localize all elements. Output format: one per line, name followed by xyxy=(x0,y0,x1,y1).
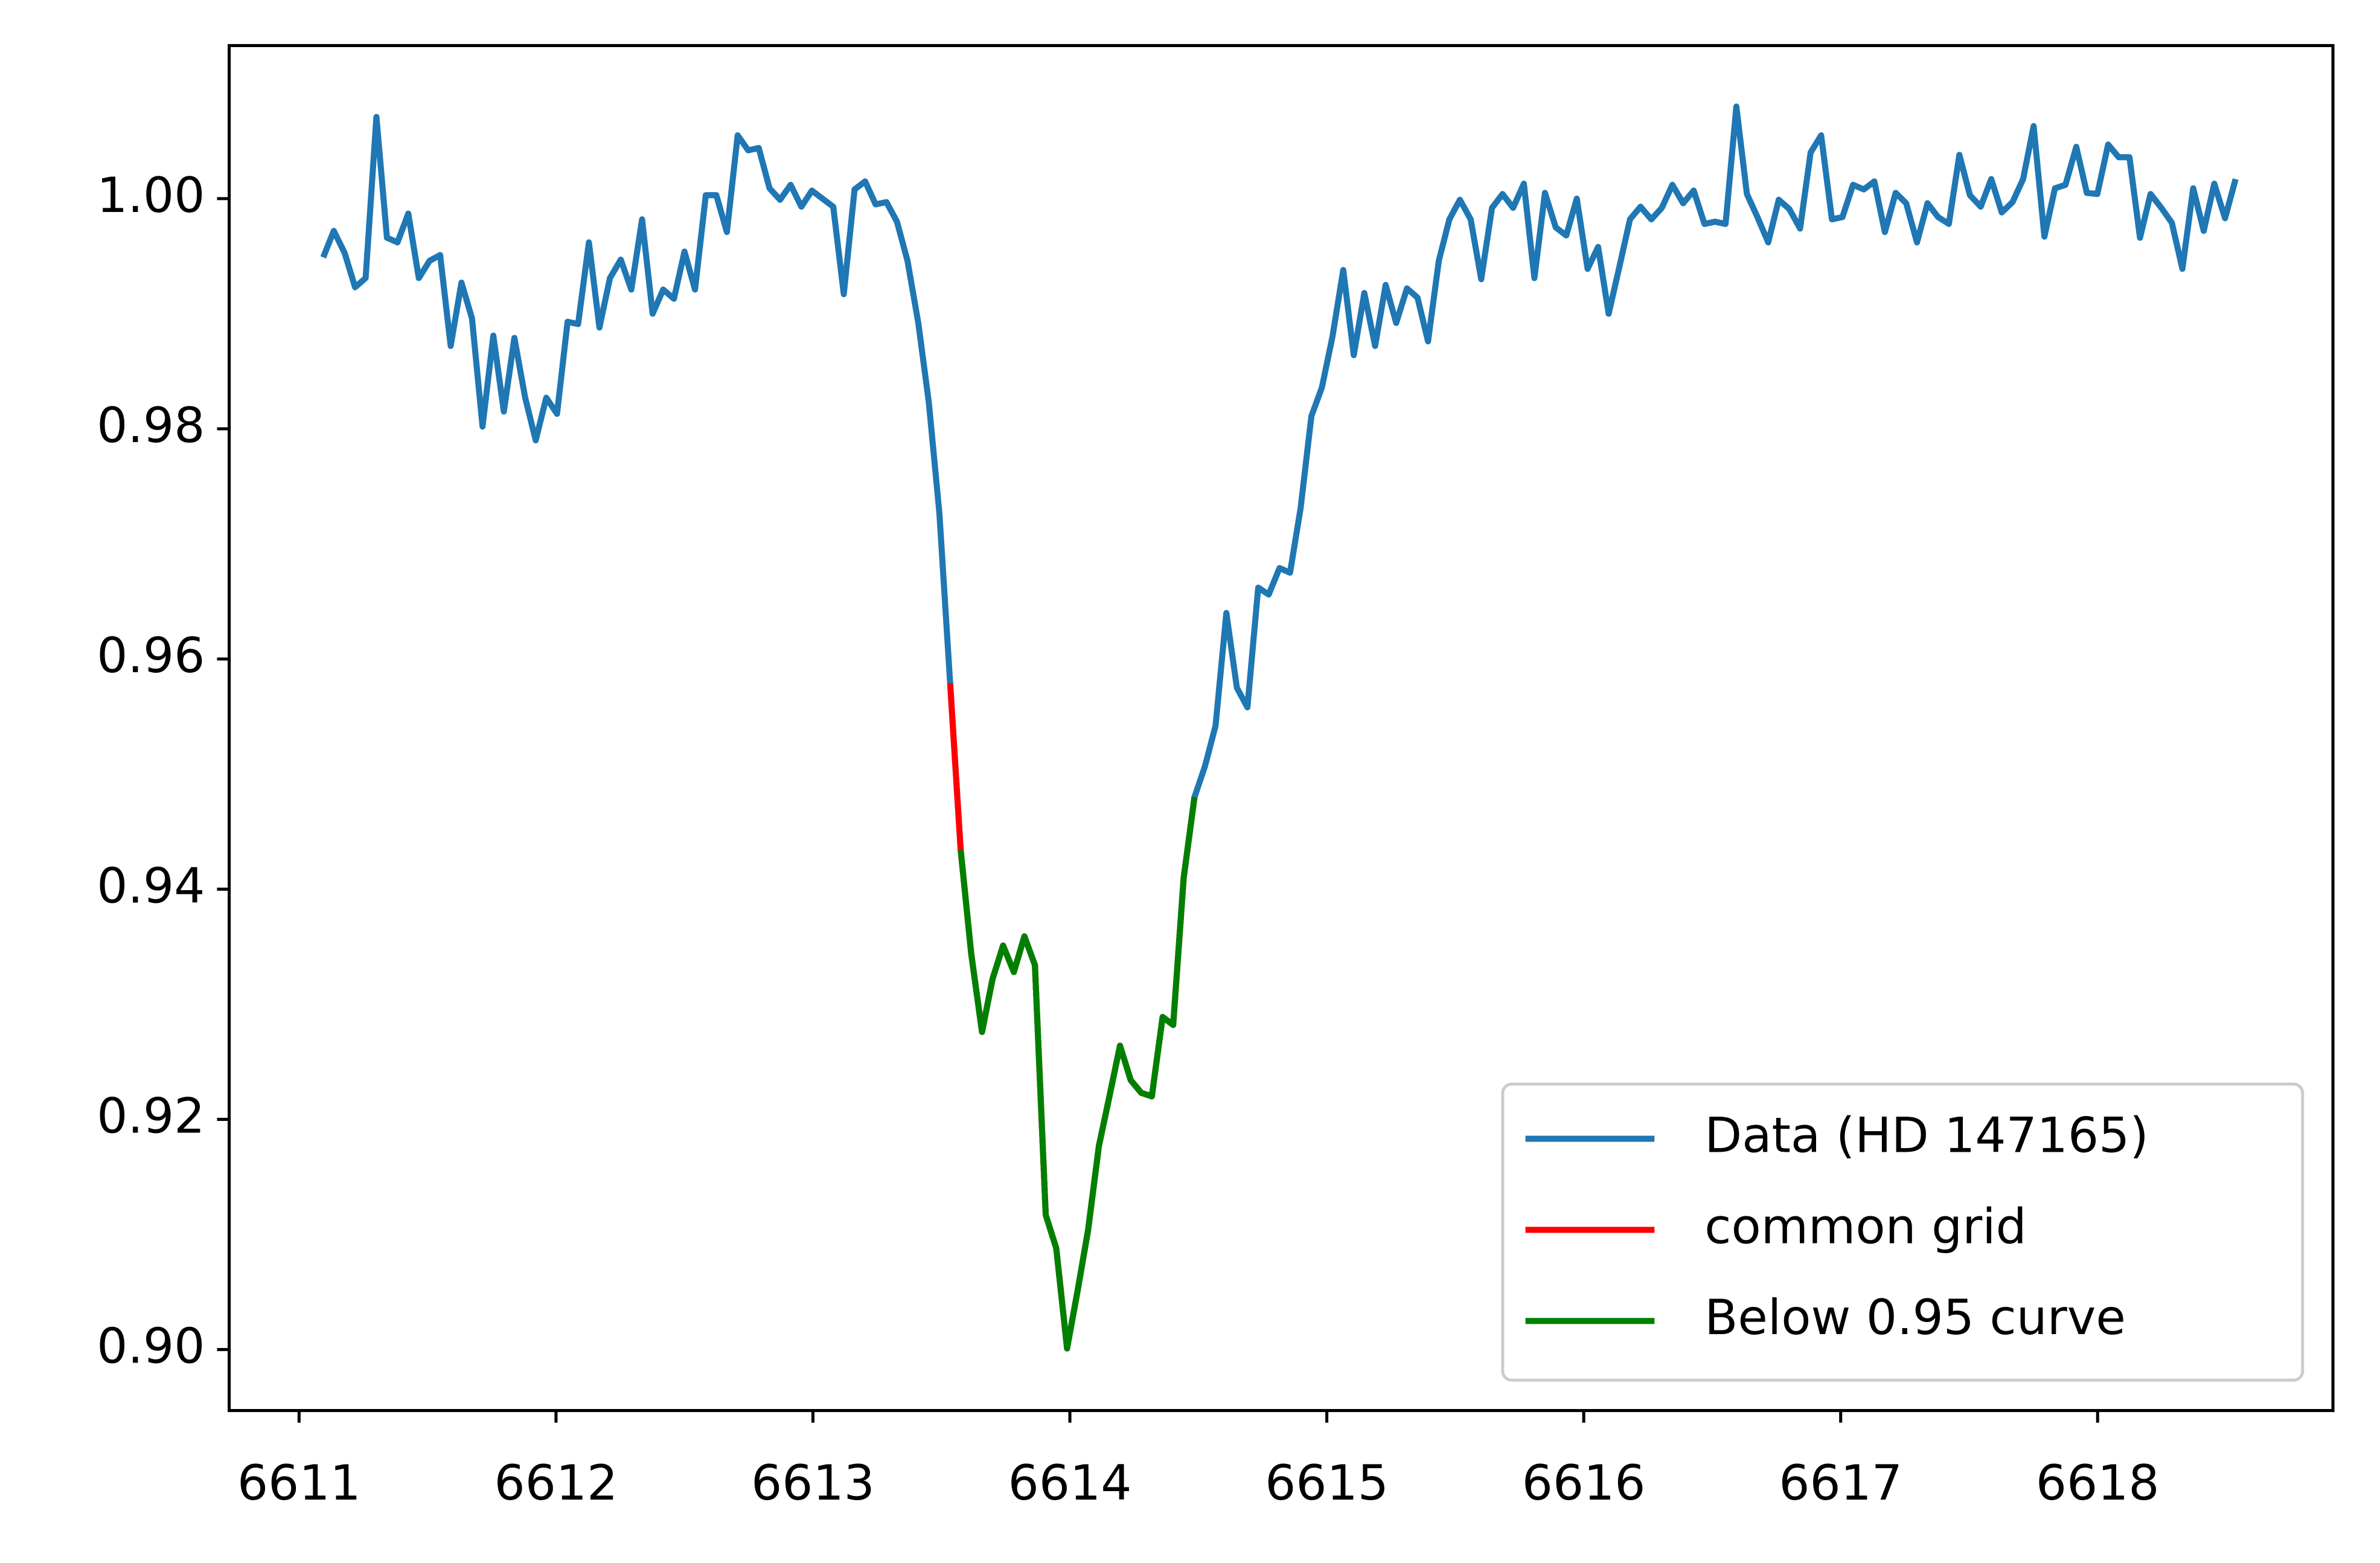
y-tick-label: 0.94 xyxy=(97,857,205,914)
y-tick-label: 1.00 xyxy=(97,167,205,223)
data-line xyxy=(320,103,2239,1352)
x-tick-label: 6614 xyxy=(1008,1454,1132,1511)
x-tick-label: 6611 xyxy=(237,1454,361,1511)
x-tick-label: 6613 xyxy=(751,1454,875,1511)
x-tick-label: 6618 xyxy=(2036,1454,2160,1511)
legend-box xyxy=(1501,1082,2305,1382)
legend-label: Below 0.95 curve xyxy=(1704,1289,2126,1346)
y-tick-label: 0.96 xyxy=(97,627,205,684)
x-tick-label: 6617 xyxy=(1779,1454,1902,1511)
y-tick-label: 0.92 xyxy=(97,1087,205,1144)
y-tick-label: 0.98 xyxy=(97,397,205,454)
legend: Data (HD 147165) common grid Below 0.95 cu… xyxy=(1501,1082,2305,1382)
axes: 6611 6612 6613 6614 6615 6616 6617 6618 0.90 0.92… xyxy=(97,167,2159,1511)
x-tick-label: 6615 xyxy=(1265,1454,1389,1511)
data-line xyxy=(958,797,1198,1352)
axes-frame xyxy=(228,43,2335,1413)
y-tick-label: 0.90 xyxy=(97,1318,205,1375)
x-tick-label: 6612 xyxy=(494,1454,618,1511)
legend-label: common grid xyxy=(1704,1198,2026,1254)
legend-label: Data (HD 147165) xyxy=(1704,1107,2148,1164)
x-tick-label: 6616 xyxy=(1522,1454,1646,1511)
plot-area xyxy=(320,103,2239,1352)
